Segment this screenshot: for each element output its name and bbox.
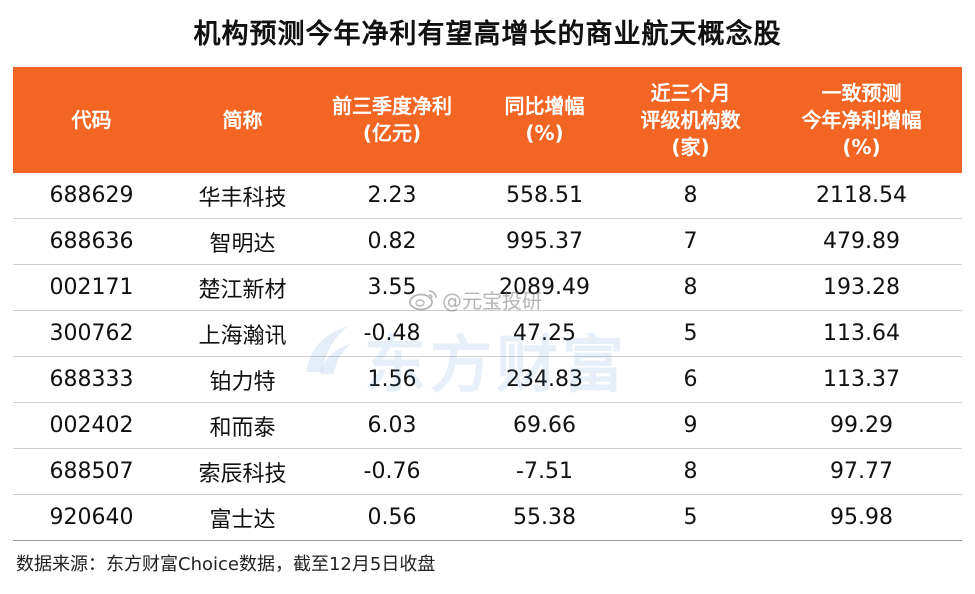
header-q3-profit: 前三季度净利 (亿元) — [315, 67, 469, 173]
cell-code: 002171 — [13, 264, 170, 311]
header-yoy-line1: 同比增幅 — [504, 94, 585, 118]
cell-forecast: 113.37 — [761, 356, 962, 403]
table-header: 代码 简称 前三季度净利 (亿元) 同比增幅 (%) 近三个月 评级机构数 (家… — [13, 67, 962, 173]
cell-q3-profit: 3.55 — [315, 264, 469, 311]
header-name-label: 简称 — [222, 107, 263, 132]
cell-yoy: 47.25 — [469, 310, 620, 357]
cell-q3-profit: 2.23 — [315, 173, 469, 219]
header-rating-count: 近三个月 评级机构数 (家) — [620, 67, 761, 173]
table-row: 688629 华丰科技 2.23 558.51 8 2118.54 — [13, 173, 962, 219]
cell-yoy: 2089.49 — [469, 264, 620, 311]
cell-yoy: 558.51 — [469, 173, 620, 219]
cell-name: 智明达 — [170, 218, 315, 265]
cell-name: 上海瀚讯 — [170, 310, 315, 357]
table-row: 688507 索辰科技 -0.76 -7.51 8 97.77 — [13, 448, 962, 495]
cell-q3-profit: -0.76 — [315, 448, 469, 495]
cell-code: 688333 — [13, 356, 170, 403]
cell-rating-count: 5 — [620, 310, 761, 357]
header-yoy: 同比增幅 (%) — [469, 67, 620, 173]
cell-forecast: 97.77 — [761, 448, 962, 495]
cell-yoy: 69.66 — [469, 402, 620, 449]
header-rating-line2: 评级机构数 — [640, 107, 741, 132]
cell-code: 688507 — [13, 448, 170, 495]
table-row: 002171 楚江新材 3.55 2089.49 8 193.28 — [13, 264, 962, 311]
cell-rating-count: 6 — [620, 356, 761, 403]
cell-rating-count: 9 — [620, 402, 761, 449]
header-yoy-line2: (%) — [525, 121, 564, 145]
cell-rating-count: 8 — [620, 448, 761, 495]
table-body: 688629 华丰科技 2.23 558.51 8 2118.54 688636… — [13, 173, 962, 541]
header-forecast: 一致预测 今年净利增幅 (%) — [761, 67, 962, 173]
cell-name: 楚江新材 — [170, 264, 315, 311]
page-title: 机构预测今年净利有望高增长的商业航天概念股 — [193, 19, 782, 50]
cell-code: 688636 — [13, 218, 170, 265]
cell-code: 688629 — [13, 173, 170, 219]
header-forecast-line2: 今年净利增幅 — [801, 107, 922, 132]
header-code: 代码 — [13, 67, 170, 173]
cell-q3-profit: 6.03 — [315, 402, 469, 449]
header-rating-line1: 近三个月 — [650, 80, 731, 105]
cell-code: 002402 — [13, 402, 170, 449]
cell-q3-profit: 0.56 — [315, 494, 469, 541]
cell-forecast: 95.98 — [761, 494, 962, 541]
cell-q3-profit: 1.56 — [315, 356, 469, 403]
source-footnote: 数据来源：东方财富Choice数据，截至12月5日收盘 — [16, 554, 436, 575]
cell-code: 300762 — [13, 310, 170, 357]
cell-yoy: 995.37 — [469, 218, 620, 265]
table-row: 300762 上海瀚讯 -0.48 47.25 5 113.64 — [13, 310, 962, 357]
cell-name: 富士达 — [170, 494, 315, 541]
cell-name: 铂力特 — [170, 356, 315, 403]
cell-rating-count: 7 — [620, 218, 761, 265]
table-row: 920640 富士达 0.56 55.38 5 95.98 — [13, 494, 962, 541]
cell-rating-count: 8 — [620, 264, 761, 311]
header-name: 简称 — [170, 67, 315, 173]
header-rating-line3: (家) — [671, 134, 710, 159]
cell-forecast: 99.29 — [761, 402, 962, 449]
cell-yoy: 234.83 — [469, 356, 620, 403]
table-row: 002402 和而泰 6.03 69.66 9 99.29 — [13, 402, 962, 449]
cell-name: 索辰科技 — [170, 448, 315, 495]
header-q3-profit-line2: (亿元) — [362, 121, 422, 145]
header-q3-profit-line1: 前三季度净利 — [332, 94, 452, 118]
cell-rating-count: 5 — [620, 494, 761, 541]
header-code-label: 代码 — [71, 107, 112, 132]
cell-name: 和而泰 — [170, 402, 315, 449]
cell-q3-profit: 0.82 — [315, 218, 469, 265]
cell-yoy: -7.51 — [469, 448, 620, 495]
table-row: 688333 铂力特 1.56 234.83 6 113.37 — [13, 356, 962, 403]
header-row: 代码 简称 前三季度净利 (亿元) 同比增幅 (%) 近三个月 评级机构数 (家… — [13, 67, 962, 173]
header-forecast-line3: (%) — [842, 134, 881, 159]
header-forecast-line1: 一致预测 — [821, 80, 902, 105]
cell-q3-profit: -0.48 — [315, 310, 469, 357]
table-row: 688636 智明达 0.82 995.37 7 479.89 — [13, 218, 962, 265]
cell-forecast: 113.64 — [761, 310, 962, 357]
cell-forecast: 193.28 — [761, 264, 962, 311]
cell-yoy: 55.38 — [469, 494, 620, 541]
stock-table: 代码 简称 前三季度净利 (亿元) 同比增幅 (%) 近三个月 评级机构数 (家… — [13, 67, 962, 541]
cell-name: 华丰科技 — [170, 173, 315, 219]
cell-forecast: 479.89 — [761, 218, 962, 265]
cell-rating-count: 8 — [620, 173, 761, 219]
cell-forecast: 2118.54 — [761, 173, 962, 219]
cell-code: 920640 — [13, 494, 170, 541]
